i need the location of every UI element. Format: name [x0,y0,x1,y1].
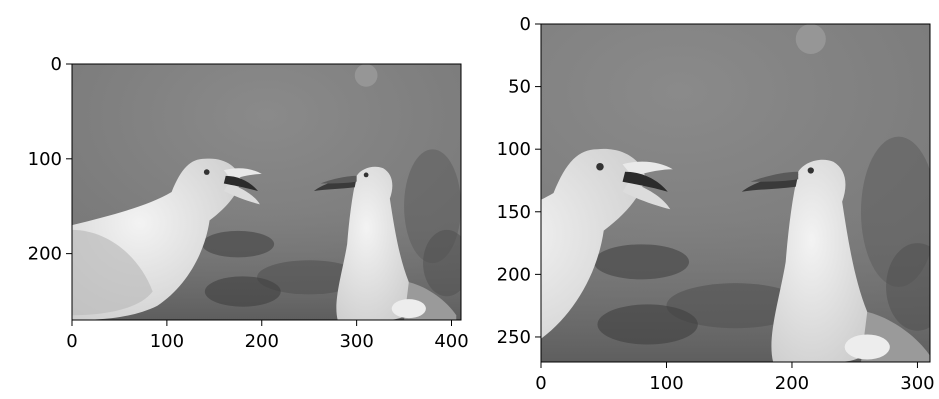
y-tick-label: 0 [520,14,531,35]
ticks-right: 0 100 200 300 0 50 100 150 200 250 [497,14,935,394]
x-tick-label: 100 [649,373,683,394]
axes-frame-right [540,23,931,363]
image-panel-right: 0 100 200 300 0 50 100 150 200 250 [497,14,935,394]
y-tick-label: 100 [497,139,531,160]
x-tick-label: 100 [150,331,184,352]
x-tick-label: 0 [66,331,77,352]
y-tick-label: 200 [497,264,531,285]
gull-photo-grayscale [72,64,461,320]
gull-photo-cropped [541,24,930,362]
y-tick-label: 250 [497,327,531,348]
x-tick-label: 200 [245,331,279,352]
x-tick-label: 300 [900,373,934,394]
y-tick-label: 100 [28,149,62,170]
y-tick-label: 0 [51,54,62,75]
x-tick-label: 300 [339,331,373,352]
x-tick-label: 200 [775,373,809,394]
y-tick-label: 50 [508,77,531,98]
x-tick-label: 0 [535,373,546,394]
ticks-left: 0 100 200 300 400 0 100 200 [28,54,469,352]
x-tick-label: 400 [434,331,468,352]
axes-frame-left [71,63,462,321]
y-tick-label: 200 [28,244,62,265]
y-tick-label: 150 [497,202,531,223]
image-panel-left: 0 100 200 300 400 0 100 200 [28,54,469,352]
